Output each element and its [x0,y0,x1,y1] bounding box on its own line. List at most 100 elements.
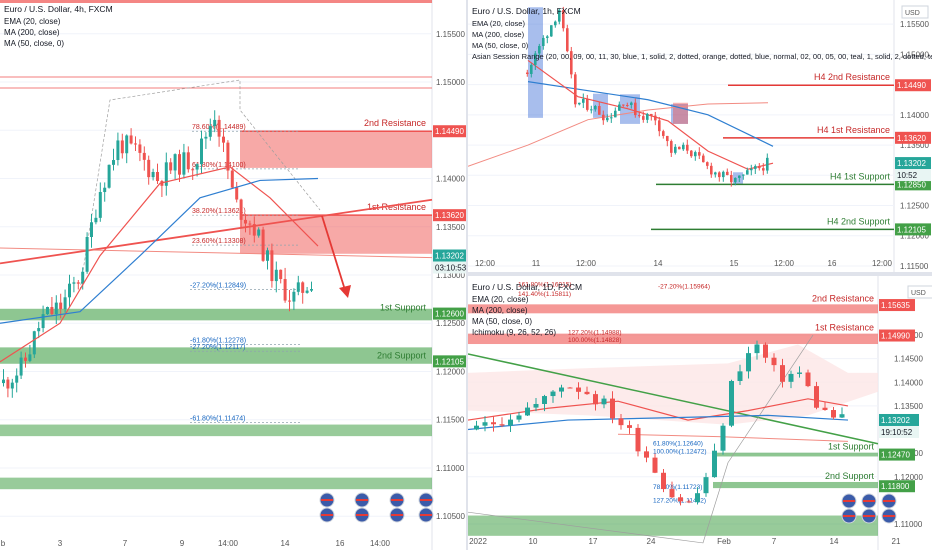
candle-body [76,282,80,284]
horizontal-divider [468,272,932,276]
candle-body [763,344,768,358]
candle-body [706,162,709,166]
chart-4h[interactable]: 1.155001.150001.145001.140001.135001.130… [0,0,466,550]
time-tick-label: 10 [529,537,538,546]
candle-body [120,140,124,154]
candle-body [652,457,658,473]
candle-body [32,331,36,355]
resistance-zone [240,131,432,168]
candle-body [37,328,41,332]
fib-label: 141.40%(1.15811) [518,291,571,298]
candle-body [533,403,539,408]
candle-body [46,307,49,315]
currency-label: USD [905,10,920,17]
resistance-zone [468,333,878,345]
candle-body [562,10,565,29]
resistance-zone [240,215,432,254]
resistance-price-tag: 1.15635 [881,301,910,310]
candle-body [50,307,54,315]
candle-body [622,104,625,106]
countdown-tag: 19:10:52 [881,428,913,437]
candle-body [266,250,269,261]
support-zone [0,477,432,490]
candle-body [90,222,93,238]
candle-body [151,171,155,178]
indicator-legend: MA (200, close) [472,30,525,39]
fib-trace [468,334,814,544]
candle-body [156,171,159,182]
chart-1h[interactable]: 1.155001.150001.145001.140001.135001.130… [468,0,932,272]
candle-body [85,237,89,272]
candle-body [474,425,479,430]
candle-body [559,387,564,392]
candle-body [279,269,283,280]
candle-body [738,175,741,178]
price-tick-label: 1.15500 [900,20,929,29]
indicator-legend: MA (50, close, 0) [472,317,532,326]
chart-1d[interactable]: 1.150001.145001.140001.135001.125001.120… [468,276,932,550]
projection-arrow [321,215,346,291]
flag-stripe [356,514,368,516]
countdown-tag: 10:52 [897,171,918,180]
candle-body [134,143,137,145]
candle-body [530,64,533,74]
resistance-price-tag: 1.14490 [435,127,464,136]
candle-body [805,372,811,387]
time-tick-label: 12:00 [475,259,496,268]
support-zone [0,308,432,321]
flag-stripe [883,515,895,517]
resistance-label: 1st Resistance [815,323,874,333]
countdown-tag: 03:10:53 [435,264,466,273]
candle-body [718,172,721,178]
candle-body [686,501,692,503]
candle-body [310,289,313,291]
candle-body [570,51,573,75]
support-price-tag: 1.12600 [435,310,464,319]
candle-body [191,169,195,171]
candle-body [248,223,252,225]
candle-body [200,138,203,165]
time-tick-label: 12:00 [576,259,597,268]
candle-body [542,396,547,404]
fib-label: 23.60%(1.13308) [192,238,246,245]
candle-body [766,157,769,171]
time-tick-label: 11 [532,259,541,268]
candle-body [722,171,725,178]
candle-body [690,150,693,157]
candle-body [213,119,217,127]
candle-body [771,357,777,366]
support-price-tag: 1.12105 [897,225,926,234]
candle-body [296,282,300,292]
support-zone [713,452,878,457]
candle-body [10,382,14,389]
resistance-label: 1st Resistance [367,202,426,212]
time-tick-label: 12:00 [872,259,893,268]
candle-body [566,28,569,52]
candle-body [274,269,278,282]
indicator-legend: EMA (20, close) [472,19,525,28]
candle-body [72,282,76,284]
candle-body [780,365,785,382]
candle-body [626,104,629,106]
candle-body [558,10,561,22]
ma200-line [468,102,769,167]
current-price-tag: 1.13202 [881,416,910,425]
chart-title: Euro / U.S. Dollar, 1h, FXCM [472,6,581,16]
candle-body [292,291,296,302]
candle-body [19,357,23,376]
candle-body [81,271,85,284]
candle-body [222,136,225,143]
candle-body [147,159,151,178]
support-zone [0,424,432,437]
support-label: H4 1st Support [830,171,891,181]
vertical-divider [466,0,468,550]
candle-body [582,98,585,103]
candle-body [661,472,666,490]
candle-body [729,380,734,426]
fib-label: 61.80%(1.12640) [653,441,703,448]
time-tick-label: 14 [281,539,290,548]
price-tick-label: 1.11500 [900,262,929,271]
candle-body [831,410,836,418]
candle-body [594,106,597,110]
candle-body [574,74,577,105]
